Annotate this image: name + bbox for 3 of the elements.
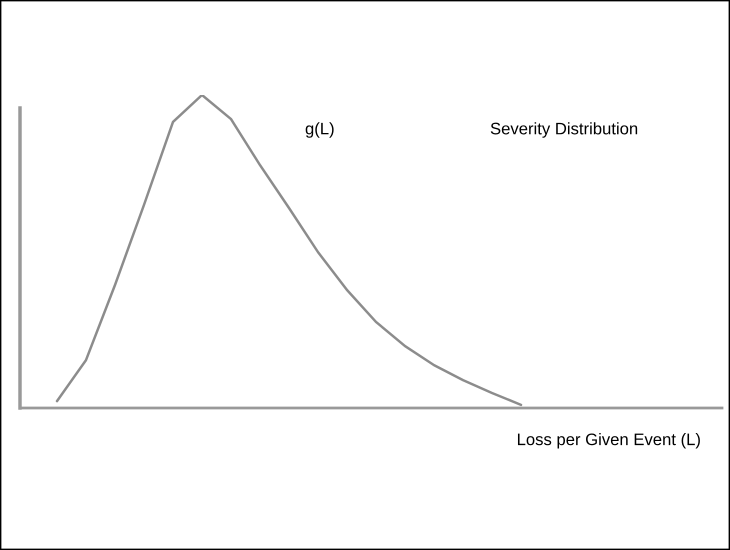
annotation: Severity Distribution (490, 122, 638, 138)
x-axis-title: Loss per Given Event (L) (518, 433, 700, 449)
annotation: g(L) (306, 122, 334, 138)
